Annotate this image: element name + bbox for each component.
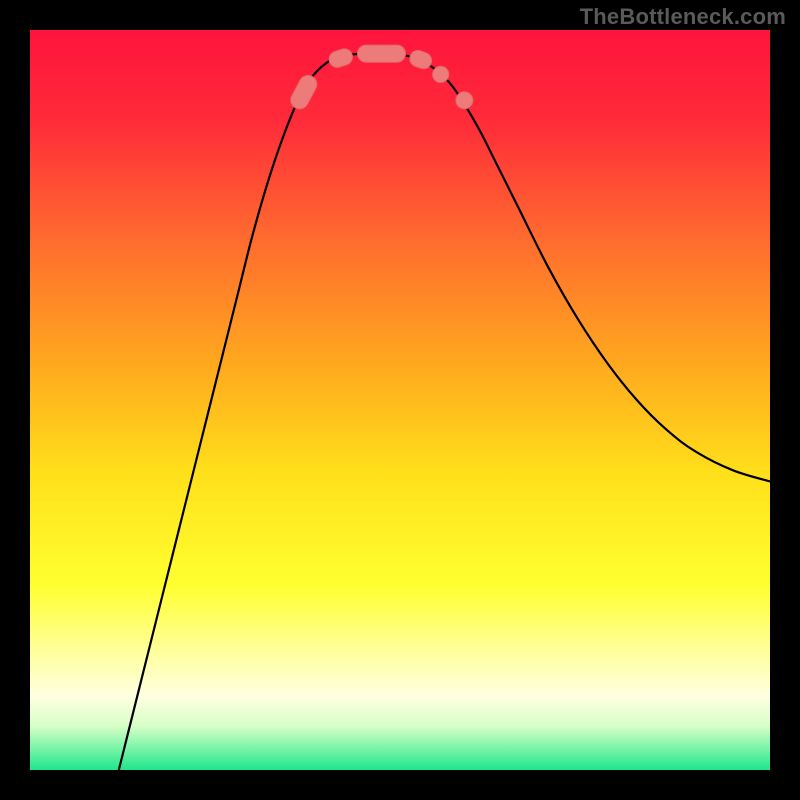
chart-frame: TheBottleneck.com bbox=[0, 0, 800, 800]
plot-background bbox=[30, 30, 770, 770]
marker-capsule bbox=[357, 45, 405, 62]
bottleneck-curve-chart bbox=[0, 0, 800, 800]
watermark-text: TheBottleneck.com bbox=[580, 4, 786, 30]
